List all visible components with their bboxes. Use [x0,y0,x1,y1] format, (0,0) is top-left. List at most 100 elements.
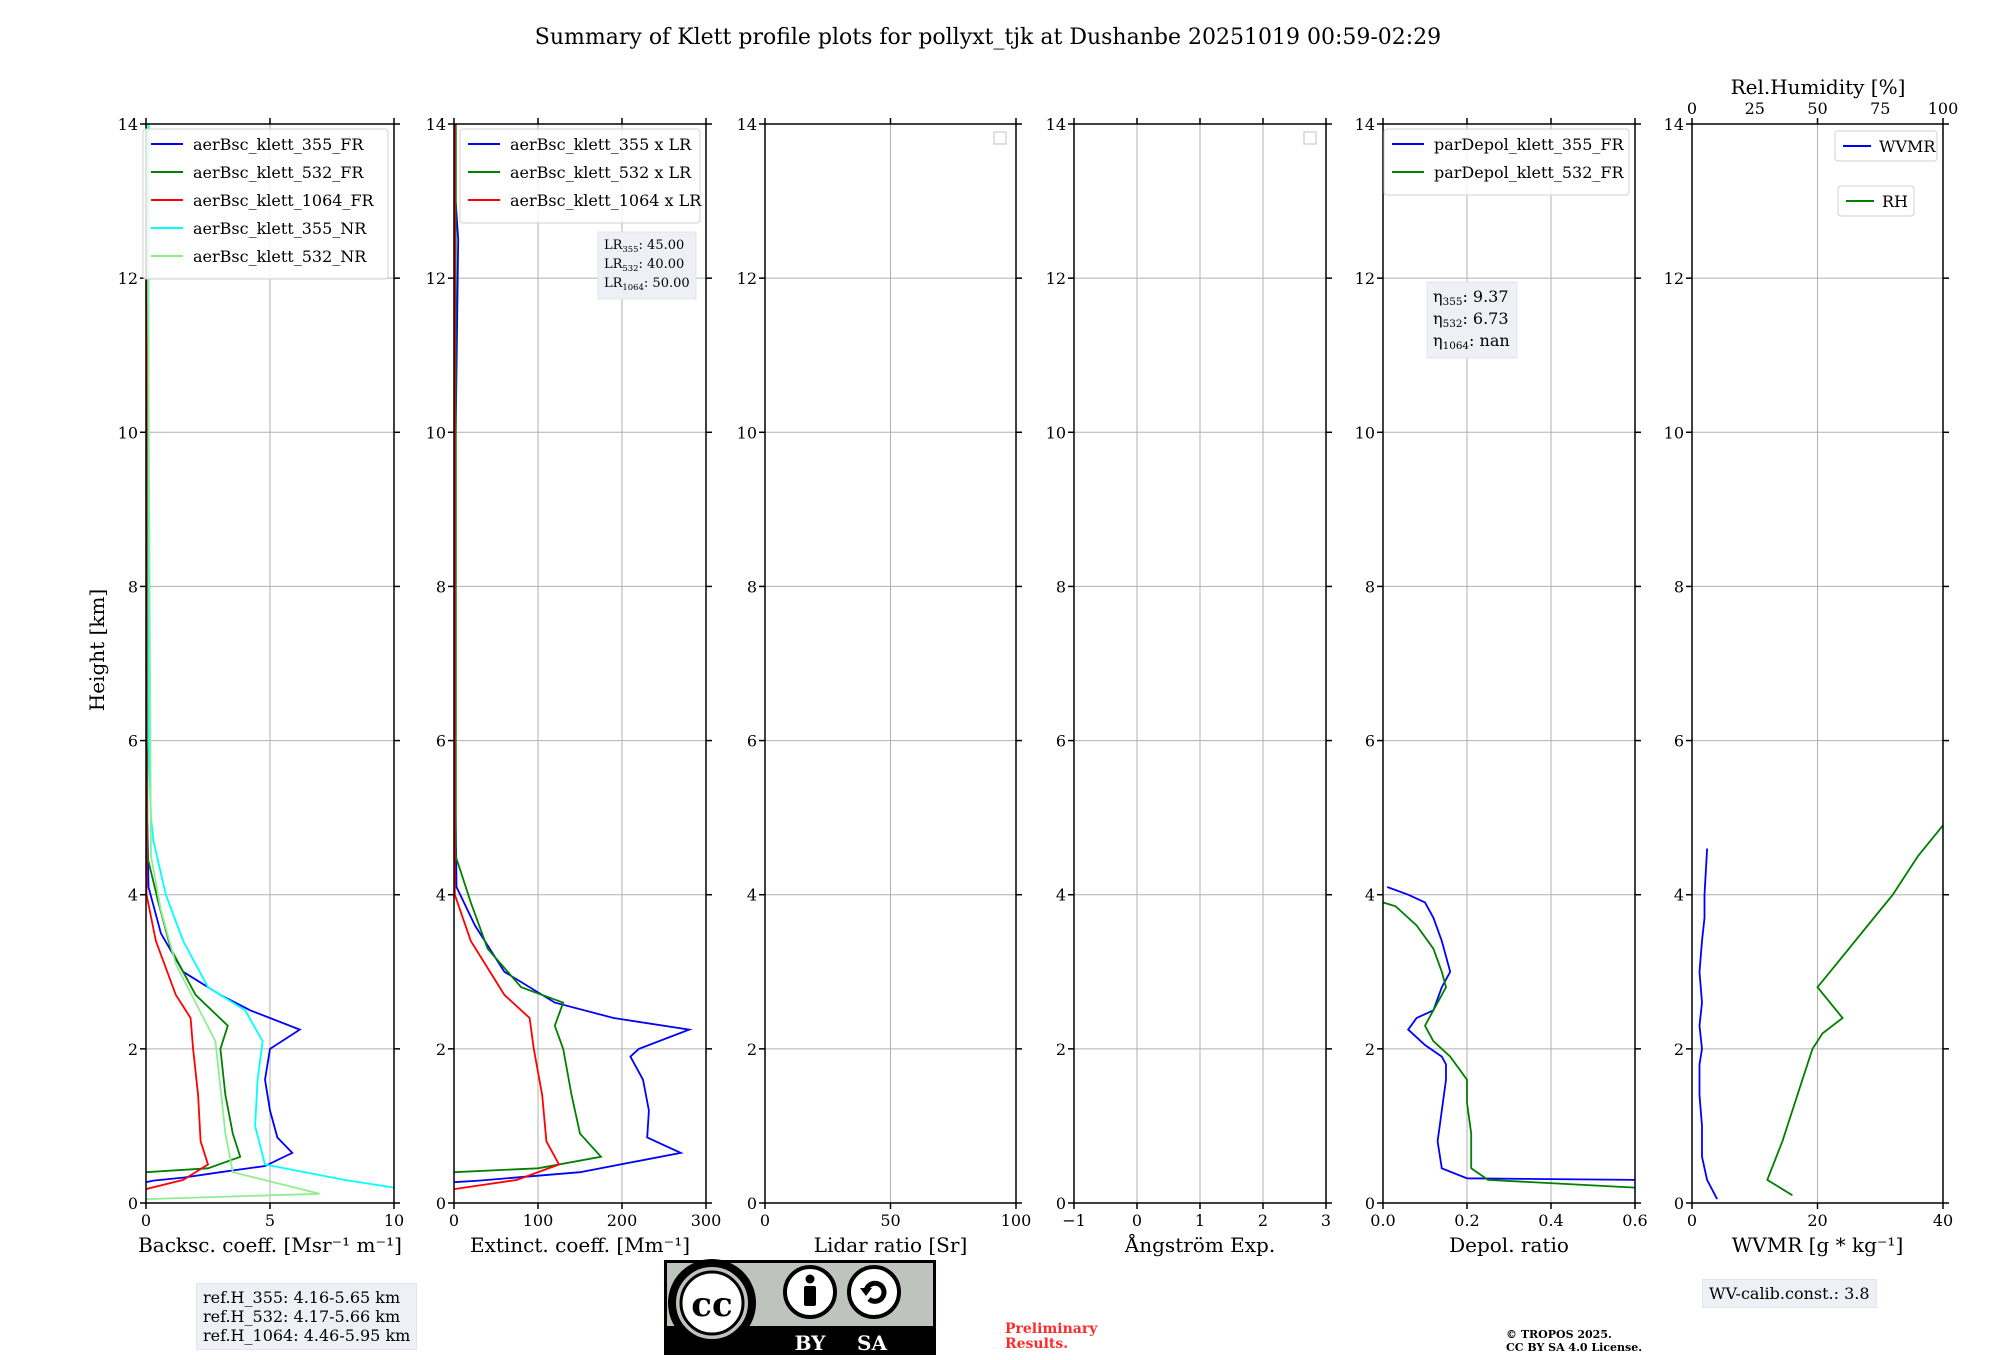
y-tick-label: 0 [747,1194,757,1213]
ref-height-1064: ref.H_1064: 4.46-5.95 km [203,1326,411,1345]
y-tick-label: 2 [1365,1040,1375,1059]
x-tick-label: 1 [1195,1211,1205,1230]
y-tick-label: 14 [737,115,757,134]
top-x-tick-label: 0 [1687,99,1697,118]
height-axis-label: Height [km] [85,589,109,711]
series-line-parDepol_klett_532_FR [1383,901,1635,1189]
y-tick-label: 2 [436,1040,446,1059]
cc-icon: cc [691,1285,732,1325]
y-tick-label: 8 [1056,577,1066,596]
wv-calib-text: WV-calib.const.: 3.8 [1709,1284,1870,1303]
legend-label: parDepol_klett_355_FR [1434,135,1625,154]
y-tick-label: 12 [1355,269,1375,288]
figure-title: Summary of Klett profile plots for polly… [535,25,1441,50]
legend: aerBsc_klett_355_FR aerBsc_klett_532_FRae… [142,128,389,280]
y-tick-label: 12 [1046,269,1066,288]
ref-height-355: ref.H_355: 4.16-5.65 km [203,1288,401,1307]
panel-5: 0.0 0.2 0.4 0.6 0 2 4 6 8 10 12 14 Depol. ratio parDe… [1355,115,1648,1257]
y-tick-label: 6 [1674,732,1684,751]
x-tick-label: 200 [607,1211,638,1230]
preliminary-line-2: Results. [1005,1336,1069,1352]
legend-label: WVMR [1879,137,1936,156]
series-line-aerBsc_klett_532_FR [146,124,242,1174]
y-tick-label: 14 [1355,115,1375,134]
y-tick-label: 14 [1664,115,1684,134]
annotation-line: LR1064: 50.00 [604,276,690,292]
y-tick-label: 8 [747,577,757,596]
series-line-aerBsc_klett_355_FR [146,124,302,1184]
rel-humidity-axis-label: Rel.Humidity [%] [1731,75,1906,99]
preliminary-line-1: Preliminary [1005,1321,1098,1337]
y-tick-label: 6 [747,732,757,751]
legend-label: aerBsc_klett_1064_FR [193,191,375,210]
sa-label: SA [857,1331,887,1355]
y-tick-label: 10 [118,423,138,442]
y-tick-label: 12 [118,269,138,288]
legend-label: aerBsc_klett_355_NR [193,219,367,238]
x-tick-label: 0 [141,1211,151,1230]
annotation-line: η1064: nan [1433,331,1510,352]
copyright-line-1: © TROPOS 2025. [1506,1328,1612,1341]
top-x-tick-label: 25 [1745,99,1765,118]
cc-by-sa-badge: cc BY SA [664,1259,936,1355]
y-tick-label: 2 [747,1040,757,1059]
y-tick-label: 10 [1046,423,1066,442]
y-tick-label: 0 [128,1194,138,1213]
legend-label: aerBsc_klett_355 x LR [510,135,692,154]
x-tick-label: 0 [1132,1211,1142,1230]
panel-3: 0 50 100 0 2 4 6 8 10 12 14 Lidar ratio [Sr] [737,115,1032,1257]
y-tick-label: 4 [1674,886,1684,905]
legend-RH: RH [1837,185,1915,217]
x-tick-label: 100 [523,1211,554,1230]
legend-label: aerBsc_klett_532 x LR [510,163,692,182]
y-tick-label: 0 [436,1194,446,1213]
x-tick-label: 300 [691,1211,722,1230]
x-tick-label: 2 [1258,1211,1268,1230]
annotation-line: η355: 9.37 [1433,287,1509,308]
x-tick-label: 0.4 [1538,1211,1563,1230]
x-axis-label: Lidar ratio [Sr] [814,1233,968,1257]
series-line-aerBsc_klett_1064 x LR [454,124,561,1190]
y-tick-label: 4 [747,886,757,905]
parameter-annotation: LR355: 45.00 LR532: 40.00 LR1064: 50.00 [597,231,697,300]
panel-1: 0 5 10 0 2 4 6 8 10 12 14 Backsc. coeff. [Msr⁻¹ m⁻¹… [118,115,405,1257]
empty-legend-box [1303,131,1317,145]
x-tick-label: 20 [1807,1211,1827,1230]
copyright-line-2: CC BY SA 4.0 License. [1506,1341,1643,1354]
y-tick-label: 12 [737,269,757,288]
legend-label: parDepol_klett_532_FR [1434,163,1625,182]
y-tick-label: 8 [1674,577,1684,596]
y-tick-label: 10 [426,423,446,442]
panel-6: 0 20 40 0 2 4 6 8 10 12 14 WVMR [g * kg⁻¹] 0 25 50 75 10… [1664,99,1959,1257]
x-tick-label: 0.0 [1370,1211,1395,1230]
x-tick-label: 3 [1321,1211,1331,1230]
y-tick-label: 12 [426,269,446,288]
y-tick-label: 6 [128,732,138,751]
y-tick-label: 2 [1674,1040,1684,1059]
empty-legend-box [993,131,1007,145]
copyright-notice: © TROPOS 2025. CC BY SA 4.0 License. [1506,1328,1642,1354]
y-tick-label: 4 [1056,886,1066,905]
x-tick-label: 0.6 [1622,1211,1647,1230]
series-line-aerBsc_klett_1064_FR [146,124,210,1190]
y-tick-label: 8 [436,577,446,596]
wv-calib-box: WV-calib.const.: 3.8 [1702,1279,1877,1308]
y-tick-label: 12 [1664,269,1684,288]
top-x-tick-label: 100 [1928,99,1959,118]
y-tick-label: 14 [118,115,138,134]
plot-frame [1382,123,1636,1204]
y-tick-label: 0 [1674,1194,1684,1213]
x-axis-label: Backsc. coeff. [Msr⁻¹ m⁻¹] [138,1233,402,1257]
x-tick-label: 5 [265,1211,275,1230]
legend: aerBsc_klett_355 x LR aerBsc_klett_532 x … [459,128,702,224]
x-axis-label: WVMR [g * kg⁻¹] [1732,1233,1904,1257]
annotation-line: LR355: 45.00 [604,238,684,254]
top-x-tick-label: 75 [1870,99,1890,118]
x-tick-label: 0 [760,1211,770,1230]
series-line-aerBsc_klett_532 x LR [454,124,603,1174]
x-tick-label: 10 [384,1211,404,1230]
y-tick-label: 10 [1355,423,1375,442]
annotation-line: η532: 6.73 [1433,309,1509,330]
